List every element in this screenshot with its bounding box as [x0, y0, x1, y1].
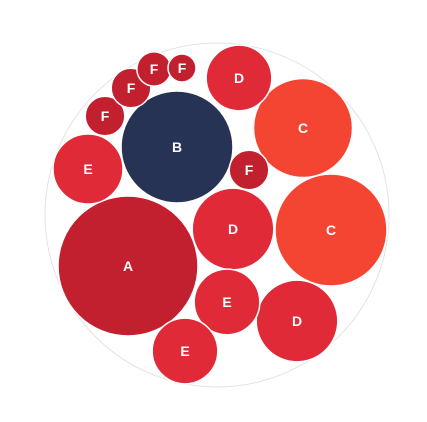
bubble-label-f-13: F — [178, 60, 187, 76]
bubble-label-e-7: E — [83, 161, 92, 177]
bubble-label-b-1: B — [172, 139, 182, 155]
bubble-label-d-5: D — [228, 221, 238, 237]
bubble-label-f-14: F — [245, 162, 254, 178]
bubble-label-f-10: F — [101, 108, 110, 124]
bubble-e-7[interactable] — [52, 133, 124, 205]
bubble-f-10[interactable] — [84, 95, 126, 137]
bubble-label-a-0: A — [123, 258, 133, 274]
bubble-c-3[interactable] — [274, 173, 388, 287]
bubble-b-1[interactable] — [120, 90, 234, 204]
bubble-d-6[interactable] — [255, 279, 339, 363]
bubble-e-9[interactable] — [151, 317, 219, 385]
bubble-label-f-12: F — [150, 61, 159, 77]
bubble-c-2[interactable] — [252, 77, 354, 179]
bubble-label-f-11: F — [127, 80, 136, 96]
bubble-label-c-3: C — [326, 222, 336, 238]
bubble-label-e-8: E — [222, 294, 231, 310]
bubble-f-14[interactable] — [228, 149, 270, 191]
bubble-label-d-4: D — [234, 70, 244, 86]
bubble-f-13[interactable] — [167, 53, 197, 83]
bubble-label-e-9: E — [180, 343, 189, 359]
bubble-a-0[interactable] — [57, 195, 199, 337]
outer-ring — [44, 42, 390, 388]
bubble-label-d-6: D — [292, 313, 302, 329]
bubble-e-8[interactable] — [193, 268, 261, 336]
bubble-d-4[interactable] — [205, 44, 273, 112]
bubble-label-c-2: C — [298, 120, 308, 136]
